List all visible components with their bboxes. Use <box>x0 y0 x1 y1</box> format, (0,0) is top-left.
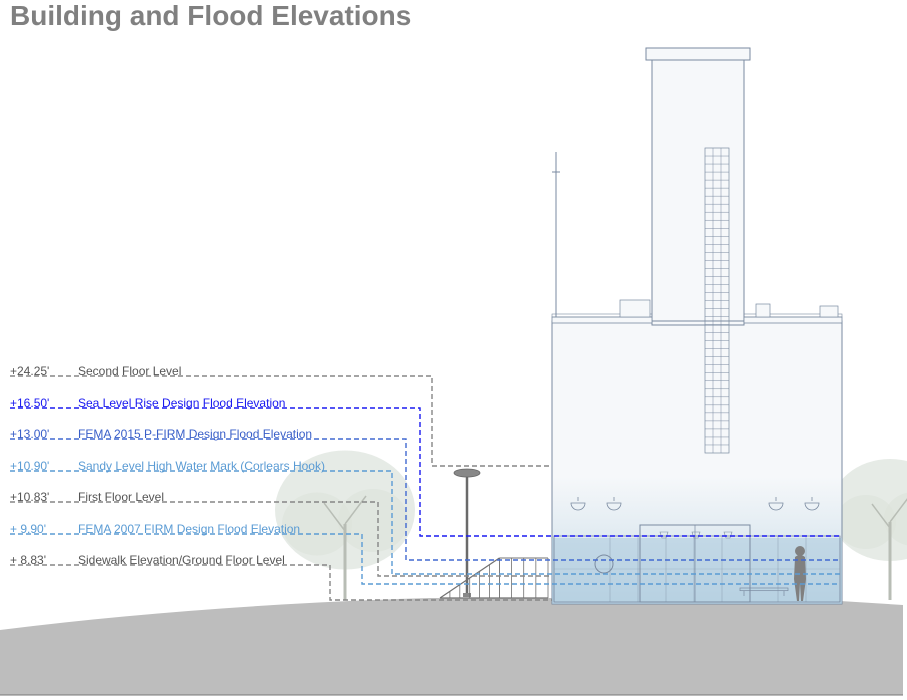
elevation-value: +10.83' <box>10 490 68 504</box>
elevation-text: FEMA 2007 FIRM Design Flood Elevation <box>78 522 300 536</box>
elevation-text: Sandy Level High Water Mark (Corlears Ho… <box>78 459 325 473</box>
elevation-line <box>10 376 552 466</box>
ground <box>0 598 903 695</box>
elevation-label: +13.00' FEMA 2015 P-FIRM Design Flood Ele… <box>10 427 312 441</box>
elevation-text: FEMA 2015 P-FIRM Design Flood Elevation <box>78 427 312 441</box>
elevation-text: First Floor Level <box>78 490 164 504</box>
railings <box>440 558 548 598</box>
elevation-text: Second Floor Level <box>78 364 181 378</box>
elevation-value: + 8.83' <box>10 553 68 567</box>
building <box>552 48 842 604</box>
elevation-label: +10.90' Sandy Level High Water Mark (Corl… <box>10 459 325 473</box>
elevation-value: +10.90' <box>10 459 68 473</box>
elevation-label: + 9.90' FEMA 2007 FIRM Design Flood Eleva… <box>10 522 300 536</box>
elevation-label: +16.50' Sea Level Rise Design Flood Eleva… <box>10 396 285 410</box>
elevation-label: +24.25' Second Floor Level <box>10 364 181 378</box>
elevation-label: +10.83' First Floor Level <box>10 490 164 504</box>
elevation-value: +24.25' <box>10 364 68 378</box>
elevation-text: Sidewalk Elevation/Ground Floor Level <box>78 553 285 567</box>
elevation-diagram <box>0 0 907 700</box>
elevation-value: +13.00' <box>10 427 68 441</box>
elevation-label: + 8.83' Sidewalk Elevation/Ground Floor L… <box>10 553 285 567</box>
elevation-text: Sea Level Rise Design Flood Elevation <box>78 396 285 410</box>
elevation-value: +16.50' <box>10 396 68 410</box>
elevation-value: + 9.90' <box>10 522 68 536</box>
